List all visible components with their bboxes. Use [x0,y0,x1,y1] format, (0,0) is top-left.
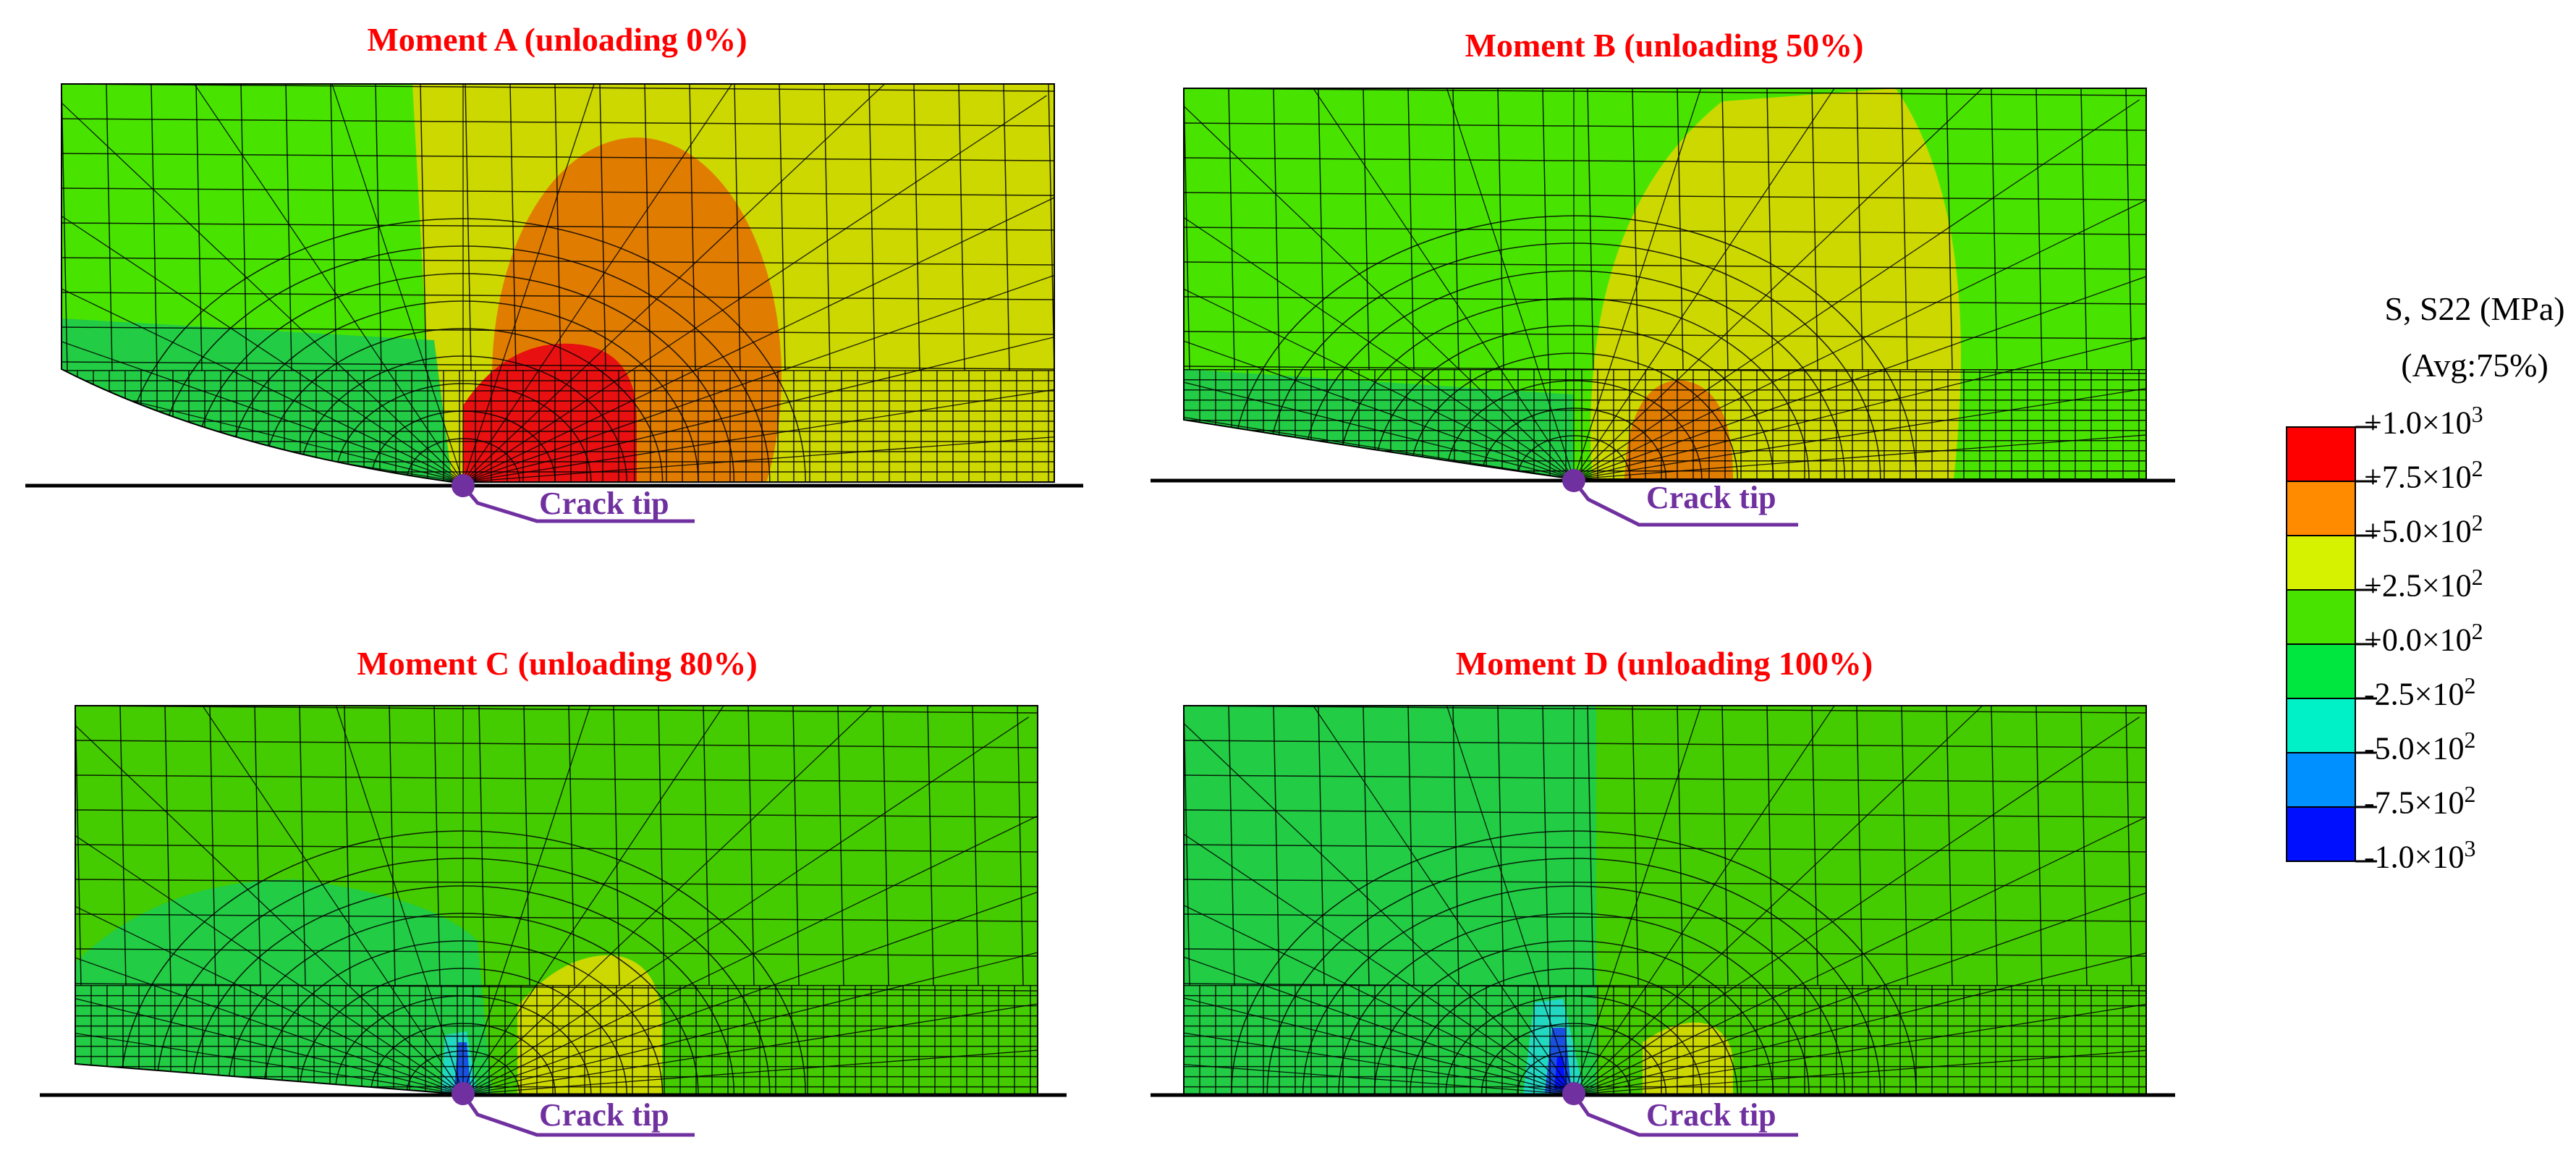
panel-a-outline [61,83,1055,483]
legend-tick-label: -5.0×102 [2364,727,2476,766]
panel-a-contour [25,83,1083,488]
crack-tip-label-b: Crack tip [1646,480,1776,515]
panel-a-orange-region [492,138,781,482]
crack-tip-label-c: Crack tip [539,1097,669,1133]
legend-band [2286,535,2356,591]
legend-band [2286,806,2356,862]
legend-tick-label: -7.5×102 [2364,781,2476,821]
panel-c-mesh [75,706,1038,1094]
legend-band [2286,481,2356,536]
crack-tip-marker-c [452,1082,695,1137]
panel-d-deep-blue-region [1554,1057,1566,1089]
panel-c-teal-region [75,879,492,1094]
panel-c-blue-region [454,1042,470,1086]
legend-band [2286,426,2356,482]
panel-d-mesh [1184,706,2146,1094]
panel-b-contour [1151,88,2175,483]
panel-c-contour [40,705,1067,1097]
panel-b-outline [1183,88,2147,480]
legend-tick-label: +2.5×102 [2364,564,2483,604]
crack-tip-marker-a [452,474,695,523]
legend-band [2286,752,2356,808]
legend-tick-label: +1.0×103 [2364,401,2483,441]
crack-tip-label-d: Crack tip [1646,1097,1776,1133]
legend-title: S, S22 (MPa) [2384,290,2565,327]
panel-a-title: Moment A (unloading 0%) [367,21,747,58]
panel-d-title: Moment D (unloading 100%) [1455,645,1873,682]
panel-b-title: Moment B (unloading 50%) [1465,27,1864,64]
crack-tip-label-a: Crack tip [539,486,669,521]
panel-b-bottom-strip [1184,369,1574,479]
crack-tip-marker-b [1562,469,1798,527]
legend-tick-label: +7.5×102 [2364,455,2483,495]
panel-b-mesh [1184,88,2146,479]
legend-subtitle: (Avg:75%) [2401,347,2549,384]
panel-c-title: Moment C (unloading 80%) [357,645,758,682]
legend-tick-label: +0.0×102 [2364,618,2483,658]
legend-tick-label: -2.5×102 [2364,672,2476,712]
panel-d-contour [1151,705,2175,1097]
panel-c-outline [75,705,1038,1095]
panel-a-mesh [62,84,1054,482]
crack-tip-marker-d [1562,1082,1798,1137]
legend-tick-label: -1.0×103 [2364,835,2476,875]
legend-band [2286,643,2356,699]
panel-a-red-region [463,343,637,482]
legend-tick-label: +5.0×102 [2364,510,2483,549]
legend-band [2286,589,2356,645]
legend-colorbar [2286,426,2377,863]
legend-band [2286,698,2356,753]
